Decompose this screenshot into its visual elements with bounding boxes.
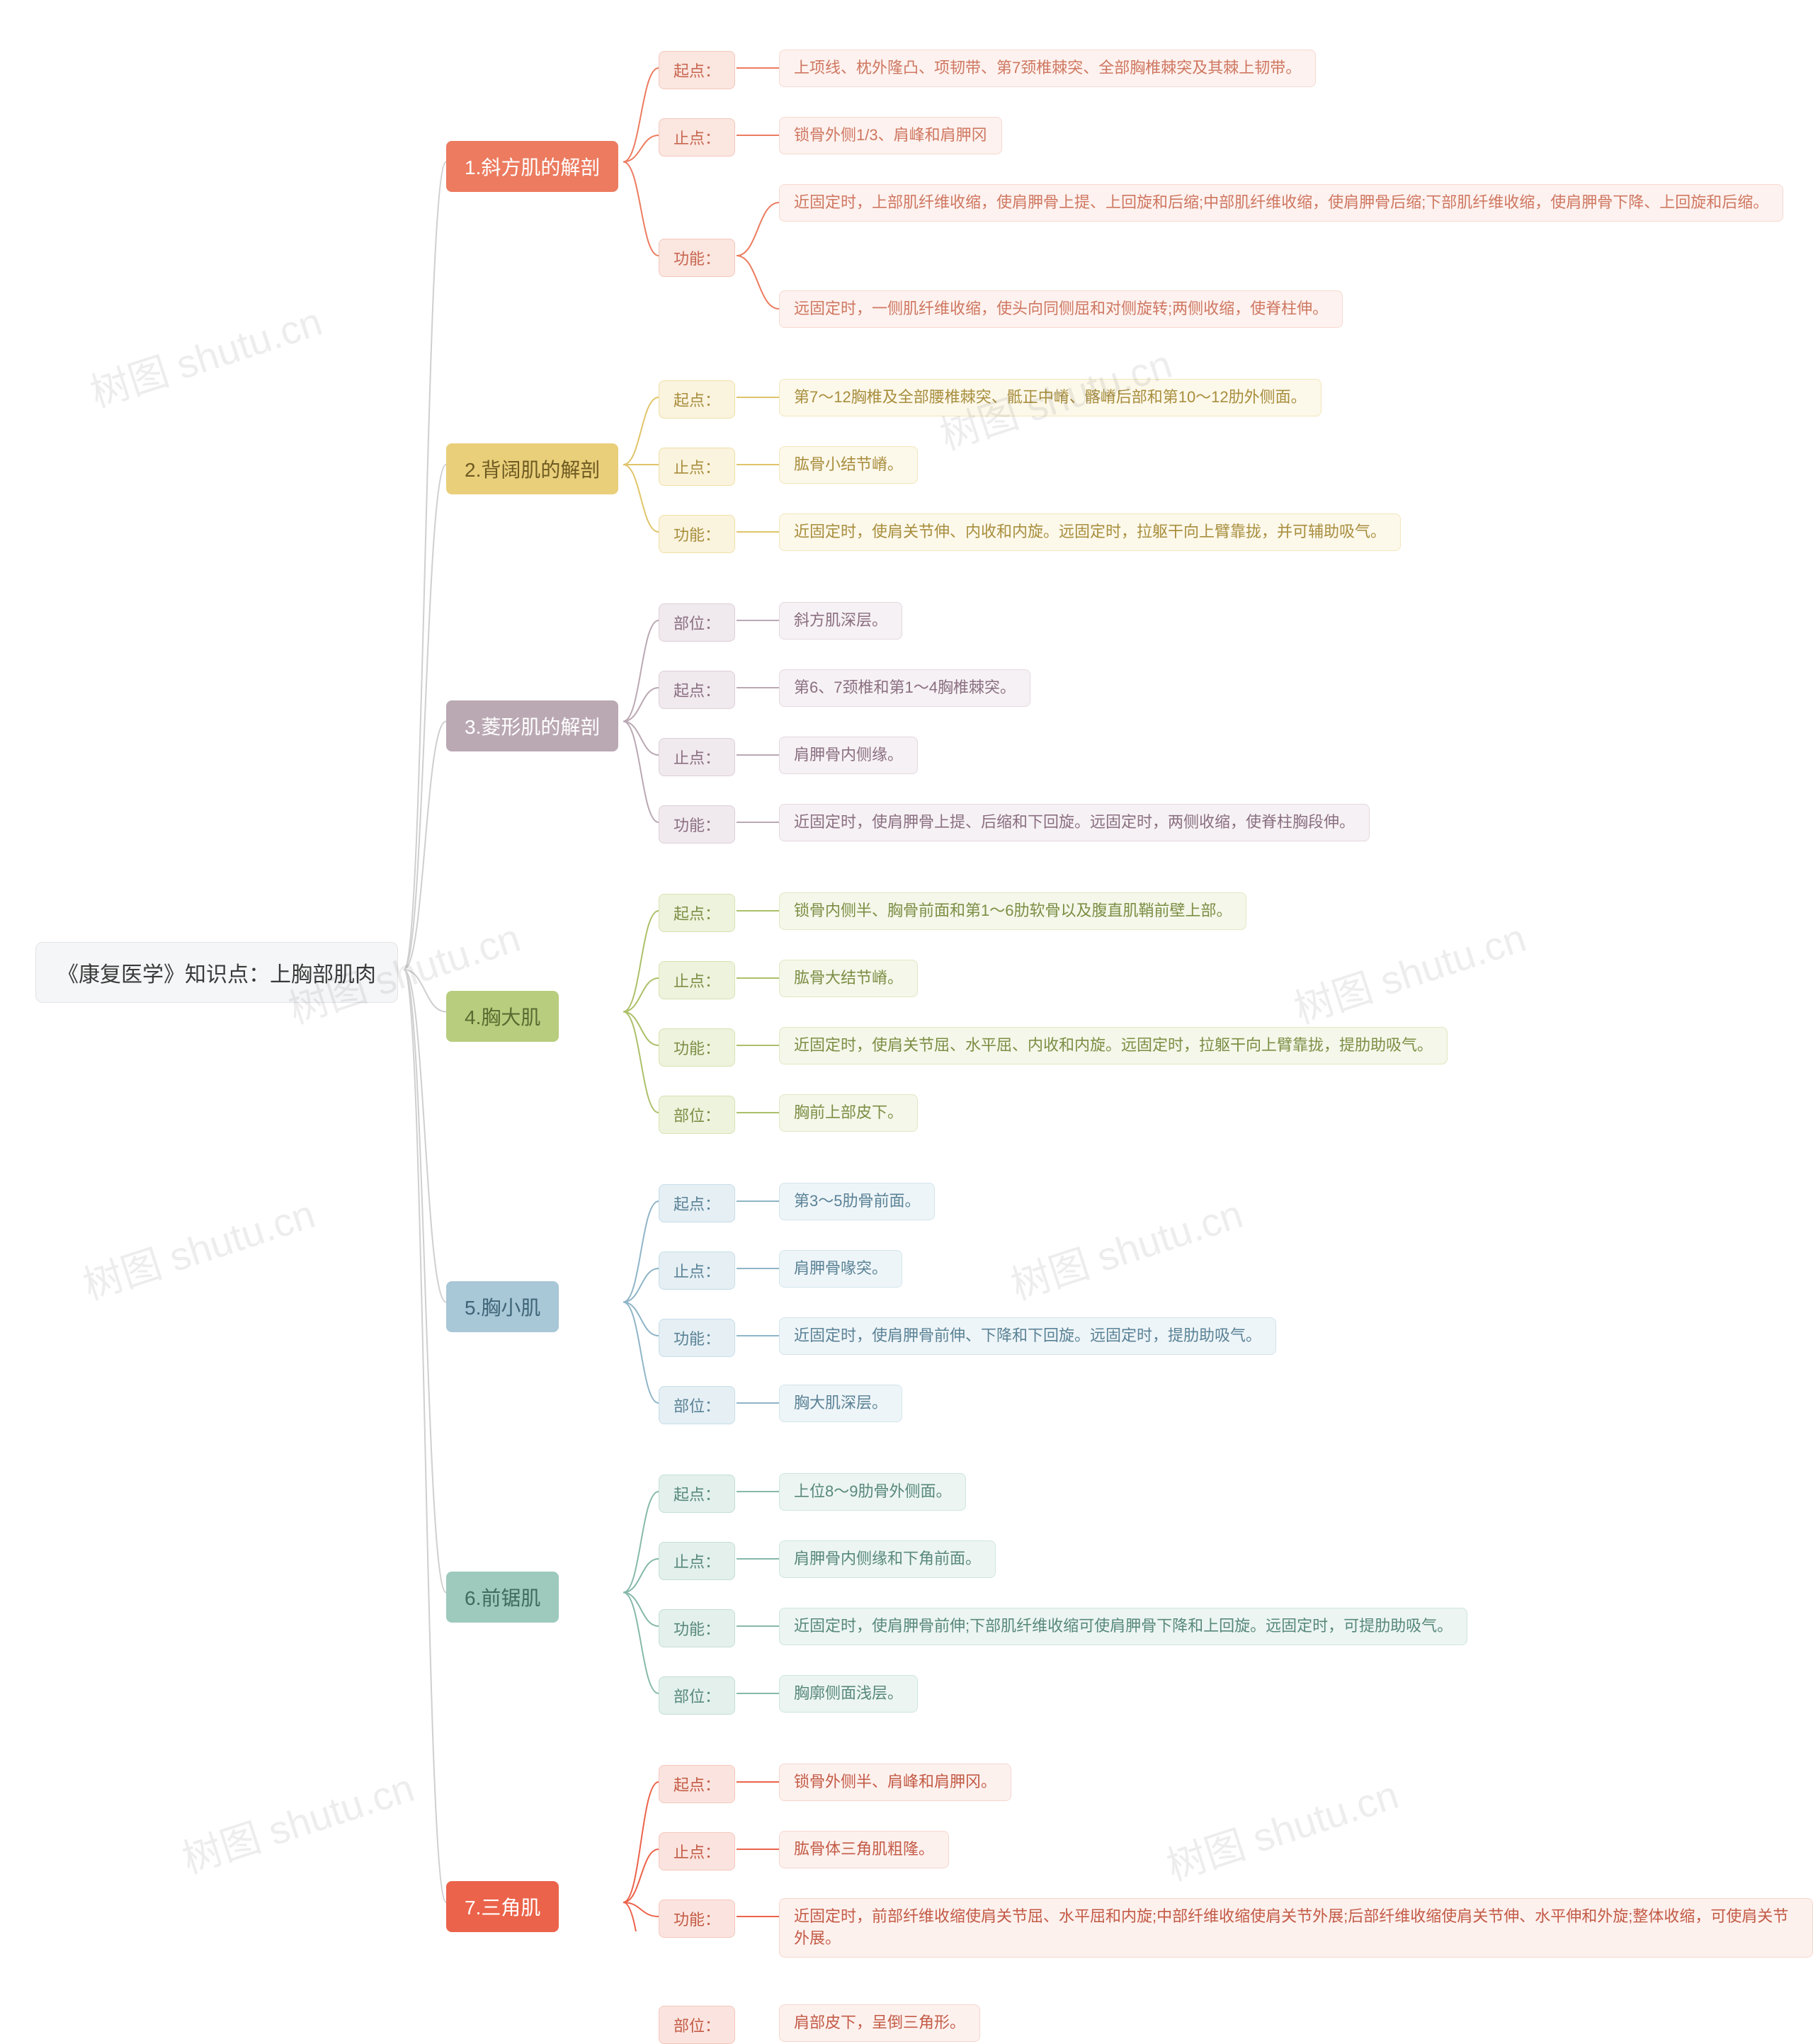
label-node: 功能： [659, 805, 735, 844]
label-node: 起点： [659, 380, 735, 419]
label-node: 起点： [659, 894, 735, 932]
leaf-node: 肱骨体三角肌粗隆。 [779, 1831, 949, 1868]
branch-node[interactable]: 6.前锯肌 [446, 1572, 559, 1623]
leaf-node: 近固定时，使肩胛骨上提、后缩和下回旋。远固定时，两侧收缩，使脊柱胸段伸。 [779, 804, 1370, 841]
label-node: 止点： [659, 1832, 735, 1870]
watermark: 树图 shutu.cn [1003, 1183, 1249, 1312]
leaf-node: 第7～12胸椎及全部腰椎棘突、骶正中嵴、髂嵴后部和第10～12肋外侧面。 [779, 379, 1322, 416]
leaf-node: 肩部皮下，呈倒三角形。 [779, 2004, 980, 2042]
label-node: 功能： [659, 1609, 735, 1647]
branch-node[interactable]: 7.三角肌 [446, 1881, 559, 1932]
leaf-node: 锁骨外侧半、肩峰和肩胛冈。 [779, 1764, 1011, 1801]
label-node: 功能： [659, 515, 735, 553]
leaf-node: 胸廓侧面浅层。 [779, 1675, 918, 1713]
leaf-node: 近固定时，上部肌纤维收缩，使肩胛骨上提、上回旋和后缩;中部肌纤维收缩，使肩胛骨后… [779, 184, 1783, 222]
label-node: 部位： [659, 1386, 735, 1424]
branch-node[interactable]: 4.胸大肌 [446, 991, 559, 1042]
label-node: 功能： [659, 1319, 735, 1357]
leaf-node: 第3～5肋骨前面。 [779, 1183, 935, 1220]
leaf-node: 近固定时，前部纤维收缩使肩关节屈、水平屈和内旋;中部纤维收缩使肩关节外展;后部纤… [779, 1898, 1813, 1958]
branch-node[interactable]: 1.斜方肌的解剖 [446, 141, 618, 192]
leaf-node: 锁骨内侧半、胸骨前面和第1～6肋软骨以及腹直肌鞘前壁上部。 [779, 892, 1246, 930]
label-node: 起点： [659, 671, 735, 709]
label-node: 起点： [659, 1765, 735, 1803]
leaf-node: 第6、7颈椎和第1～4胸椎棘突。 [779, 669, 1030, 707]
leaf-node: 近固定时，使肩关节屈、水平屈、内收和内旋。远固定时，拉躯干向上臂靠拢，提肋助吸气… [779, 1027, 1448, 1064]
watermark: 树图 shutu.cn [82, 290, 329, 419]
label-node: 止点： [659, 961, 735, 999]
watermark: 树图 shutu.cn [174, 1756, 421, 1885]
leaf-node: 胸前上部皮下。 [779, 1094, 918, 1132]
label-node: 止点： [659, 118, 735, 157]
label-node: 部位： [659, 2006, 735, 2044]
branch-node[interactable]: 5.胸小肌 [446, 1281, 559, 1332]
leaf-node: 近固定时，使肩胛骨前伸、下降和下回旋。远固定时，提肋助吸气。 [779, 1317, 1276, 1355]
label-node: 起点： [659, 1184, 735, 1222]
leaf-node: 肩胛骨喙突。 [779, 1250, 902, 1288]
watermark: 树图 shutu.cn [75, 1183, 322, 1312]
leaf-node: 肩胛骨内侧缘。 [779, 737, 918, 774]
leaf-node: 胸大肌深层。 [779, 1385, 902, 1422]
leaf-node: 上位8～9肋骨外侧面。 [779, 1473, 966, 1511]
label-node: 功能： [659, 239, 735, 277]
label-node: 部位： [659, 603, 735, 642]
label-node: 起点： [659, 1475, 735, 1513]
label-node: 功能： [659, 1028, 735, 1067]
branch-node[interactable]: 2.背阔肌的解剖 [446, 443, 618, 494]
leaf-node: 近固定时，使肩关节伸、内收和内旋。远固定时，拉躯干向上臂靠拢，并可辅助吸气。 [779, 513, 1401, 551]
label-node: 止点： [659, 738, 735, 776]
label-node: 部位： [659, 1096, 735, 1134]
label-node: 止点： [659, 1251, 735, 1290]
leaf-node: 肱骨大结节嵴。 [779, 960, 918, 997]
leaf-node: 锁骨外侧1/3、肩峰和肩胛冈 [779, 117, 1002, 154]
leaf-node: 上项线、枕外隆凸、项韧带、第7颈椎棘突、全部胸椎棘突及其棘上韧带。 [779, 50, 1316, 87]
leaf-node: 远固定时，一侧肌纤维收缩，使头向同侧屈和对侧旋转;两侧收缩，使脊柱伸。 [779, 290, 1343, 328]
label-node: 功能： [659, 1900, 735, 1938]
leaf-node: 近固定时，使肩胛骨前伸;下部肌纤维收缩可使肩胛骨下降和上回旋。远固定时，可提肋助… [779, 1608, 1467, 1645]
label-node: 起点： [659, 51, 735, 89]
label-node: 部位： [659, 1676, 735, 1715]
watermark: 树图 shutu.cn [1286, 907, 1533, 1035]
mindmap-canvas: 《康复医学》知识点：上胸部肌肉 上项线、枕外隆凸、项韧带、第7颈椎棘突、全部胸椎棘… [0, 0, 1813, 1931]
label-node: 止点： [659, 448, 735, 486]
leaf-node: 肩胛骨内侧缘和下角前面。 [779, 1540, 996, 1578]
leaf-node: 斜方肌深层。 [779, 602, 902, 640]
label-node: 止点： [659, 1542, 735, 1580]
branch-node[interactable]: 3.菱形肌的解剖 [446, 700, 618, 751]
leaf-node: 肱骨小结节嵴。 [779, 446, 918, 484]
root-node: 《康复医学》知识点：上胸部肌肉 [35, 942, 398, 1003]
watermark: 树图 shutu.cn [1159, 1764, 1405, 1892]
